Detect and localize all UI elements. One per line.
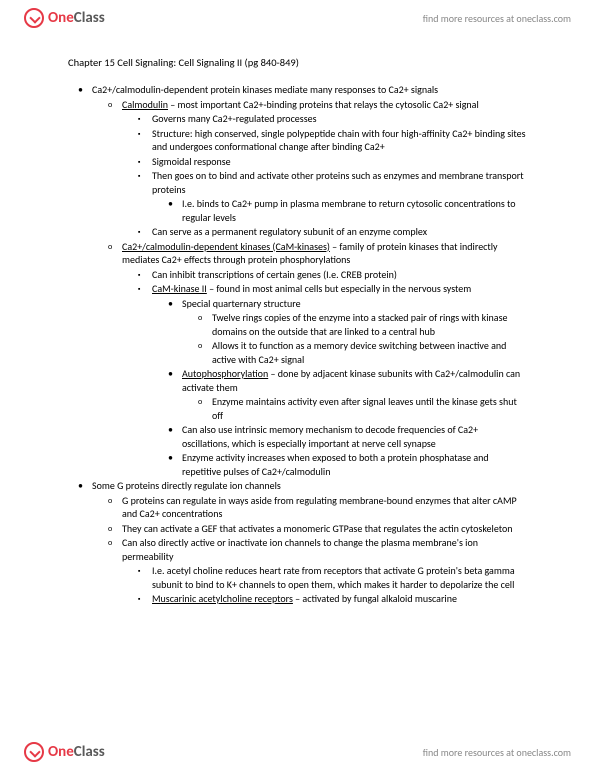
logo-class: Class: [74, 743, 105, 761]
list-item: Enzyme maintains activity even after sig…: [68, 395, 527, 422]
term: Autophosphorylation: [182, 367, 268, 380]
list-item: They can activate a GEF that activates a…: [68, 522, 527, 536]
list-item: Some G proteins directly regulate ion ch…: [68, 479, 527, 493]
term: Ca2+/calmodulin-dependent kinases (CaM-k…: [122, 240, 330, 253]
logo-text: OneClass: [48, 9, 105, 27]
list-item: Governs many Ca2+-regulated processes: [68, 112, 527, 126]
list-item: Autophosphorylation – done by adjacent k…: [68, 367, 527, 394]
logo-class: Class: [74, 9, 105, 27]
page-footer: OneClass find more resources at oneclass…: [0, 734, 595, 770]
logo-text: OneClass: [48, 743, 105, 761]
list-item: I.e. acetyl choline reduces heart rate f…: [68, 564, 527, 591]
logo-one: One: [48, 9, 74, 27]
term: CaM-kinase II: [152, 282, 207, 295]
list-item: Structure: high conserved, single polype…: [68, 127, 527, 154]
list-item: Can also use intrinsic memory mechanism …: [68, 423, 527, 450]
list-item: Enzyme activity increases when exposed t…: [68, 451, 527, 478]
chapter-title: Chapter 15 Cell Signaling: Cell Signalin…: [68, 56, 527, 69]
list-item: I.e. binds to Ca2+ pump in plasma membra…: [68, 197, 527, 224]
logo-icon: [24, 8, 44, 28]
list-item: Can also directly active or inactivate i…: [68, 536, 527, 563]
term: Muscarinic acetylcholine receptors: [152, 592, 293, 605]
list-item: Calmodulin – most important Ca2+-binding…: [68, 98, 527, 112]
document-body: Chapter 15 Cell Signaling: Cell Signalin…: [0, 36, 595, 657]
logo-one: One: [48, 743, 74, 761]
list-item: Can inhibit transcriptions of certain ge…: [68, 268, 527, 282]
term: Calmodulin: [122, 98, 168, 111]
list-item: G proteins can regulate in ways aside fr…: [68, 494, 527, 521]
logo-icon: [24, 742, 44, 762]
list-item: Then goes on to bind and activate other …: [68, 169, 527, 196]
list-item: Can serve as a permanent regulatory subu…: [68, 225, 527, 239]
list-item: Special quarternary structure: [68, 297, 527, 311]
list-item: Allows it to function as a memory device…: [68, 339, 527, 366]
list-item: Muscarinic acetylcholine receptors – act…: [68, 592, 527, 606]
list-item: Sigmoidal response: [68, 155, 527, 169]
brand-logo-footer: OneClass: [24, 742, 105, 762]
list-item: Ca2+/calmodulin-dependent kinases (CaM-k…: [68, 240, 527, 267]
list-item: Ca2+/calmodulin-dependent protein kinase…: [68, 83, 527, 97]
list-item: CaM-kinase II – found in most animal cel…: [68, 282, 527, 296]
brand-logo: OneClass: [24, 8, 105, 28]
outline-list: Ca2+/calmodulin-dependent protein kinase…: [68, 83, 527, 606]
list-item: Twelve rings copies of the enzyme into a…: [68, 311, 527, 338]
page-header: OneClass find more resources at oneclass…: [0, 0, 595, 36]
footer-tagline: find more resources at oneclass.com: [423, 746, 571, 759]
header-tagline: find more resources at oneclass.com: [423, 12, 571, 25]
